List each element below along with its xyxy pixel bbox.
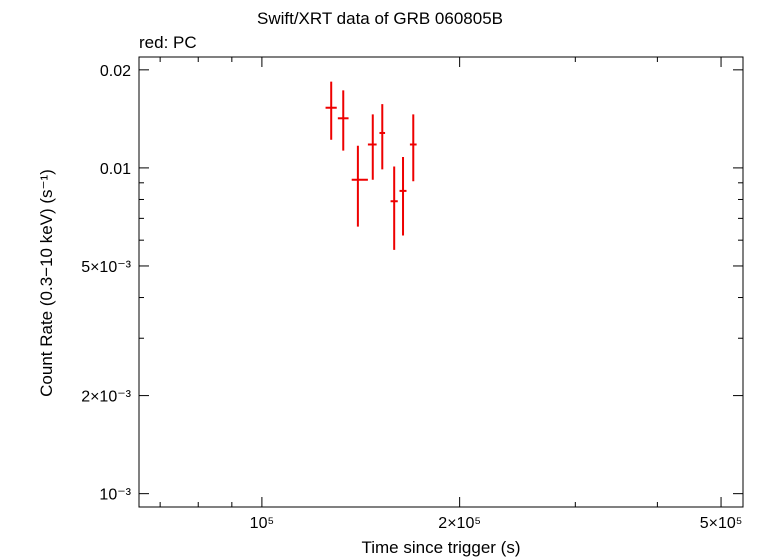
y-tick-label: 5×10⁻³: [81, 259, 131, 276]
chart-subtitle: red: PC: [139, 33, 197, 52]
data-point: [337, 90, 349, 151]
data-point: [325, 81, 337, 140]
plot-frame: [138, 56, 744, 508]
x-tick-label: 10⁵: [250, 515, 274, 532]
axis-ticks: [139, 57, 743, 507]
x-tick-label: 5×10⁵: [700, 515, 743, 532]
y-tick-label: 10⁻³: [99, 487, 131, 504]
y-tick-label: 2×10⁻³: [81, 389, 131, 406]
data-point: [367, 114, 377, 180]
x-axis-label: Time since trigger (s): [361, 538, 521, 557]
x-tick-label: 2×10⁵: [438, 515, 481, 532]
data-point: [379, 104, 386, 170]
data-point: [399, 157, 407, 236]
y-tick-label: 0.02: [100, 63, 131, 80]
y-tick-label: 0.01: [100, 161, 131, 178]
data-point: [409, 114, 417, 182]
chart-title: Swift/XRT data of GRB 060805B: [256, 9, 503, 28]
data-points: [325, 81, 417, 250]
data-point: [351, 145, 368, 227]
data-point: [390, 166, 398, 250]
axis-tick-labels: 10⁵ 2×10⁵ 5×10⁵ 0.02 0.01 5×10⁻³ 2×10⁻³ 10⁻³: [81, 63, 742, 532]
